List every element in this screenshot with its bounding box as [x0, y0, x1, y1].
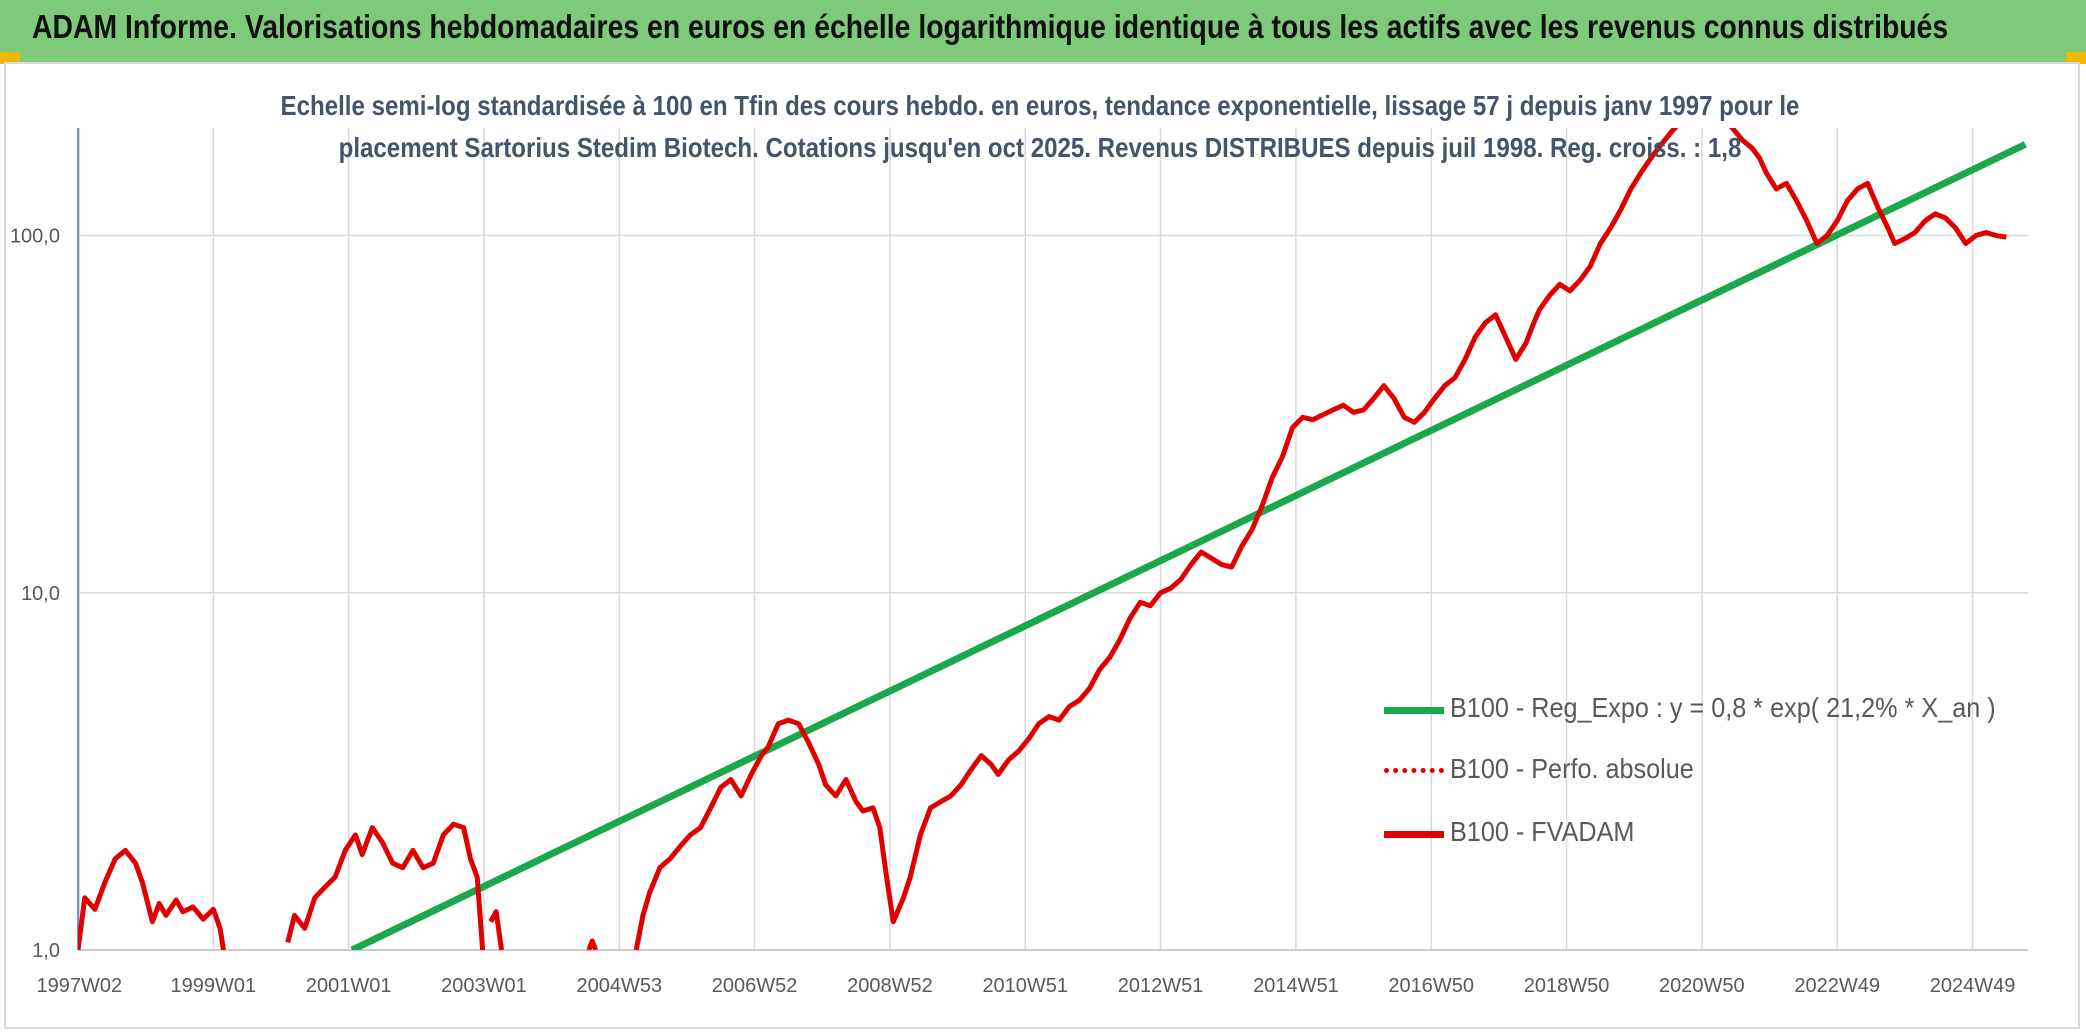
chart-subtitle-line1: Echelle semi-log standardisée à 100 en T…	[280, 90, 1800, 121]
corner-marker-right	[2066, 52, 2086, 64]
x-tick-label: 2020W50	[1659, 975, 1745, 997]
fvadam-line	[285, 821, 486, 950]
x-tick-label: 2018W50	[1524, 975, 1610, 997]
corner-marker-left	[0, 52, 20, 64]
x-tick-label: 1999W01	[171, 975, 257, 997]
legend-swatch-fvadam	[1384, 831, 1444, 838]
page-title: ADAM Informe. Valorisations hebdomadaire…	[32, 8, 1949, 45]
fvadam-line	[586, 938, 598, 950]
chart-subtitle-line2: placement Sartorius Stedim Biotech. Cota…	[338, 132, 1742, 163]
x-tick-label: 2016W50	[1388, 975, 1474, 997]
fvadam-line	[488, 909, 505, 950]
legend-swatch-trend	[1384, 707, 1444, 714]
x-tick-label: 2008W52	[847, 975, 933, 997]
fvadam-line	[78, 847, 226, 950]
x-tick-label: 2022W49	[1794, 975, 1880, 997]
fvadam-line	[633, 128, 2007, 950]
x-tick-label: 2003W01	[441, 975, 527, 997]
y-tick-label: 1,0	[32, 940, 60, 962]
legend-label-trend: B100 - Reg_Expo : y = 0,8 * exp( 21,2% *…	[1450, 692, 1996, 723]
x-tick-label: 1997W02	[37, 975, 123, 997]
y-tick-label: 100,0	[10, 226, 60, 248]
x-tick-label: 2006W52	[712, 975, 798, 997]
legend-label-perf: B100 - Perfo. absolue	[1450, 753, 1694, 784]
x-tick-label: 2024W49	[1930, 975, 2016, 997]
x-tick-label: 2001W01	[306, 975, 392, 997]
chart-frame	[4, 62, 2080, 1029]
x-tick-label: 2004W53	[576, 975, 662, 997]
legend-label-fvadam: B100 - FVADAM	[1450, 816, 1635, 847]
x-tick-label: 2012W51	[1118, 975, 1204, 997]
y-tick-label: 10,0	[21, 583, 60, 605]
trend-line	[350, 141, 2027, 950]
header-banner: ADAM Informe. Valorisations hebdomadaire…	[0, 0, 2086, 62]
x-tick-label: 2010W51	[982, 975, 1068, 997]
x-tick-label: 2014W51	[1253, 975, 1339, 997]
legend-swatch-perf	[1384, 768, 1444, 773]
